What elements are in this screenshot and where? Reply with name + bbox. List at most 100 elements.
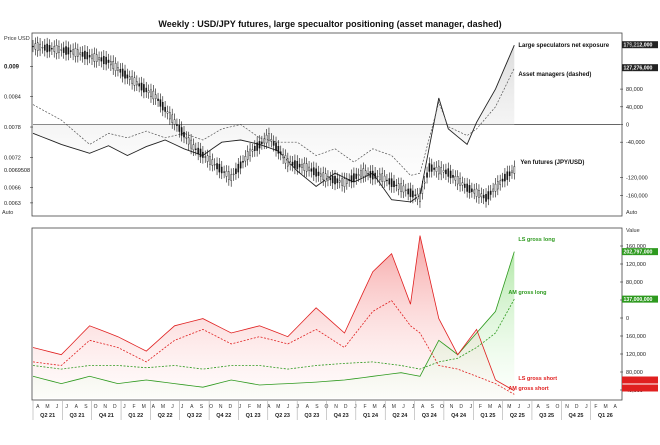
candle-body (466, 183, 468, 192)
candle-body (298, 163, 301, 168)
series-label-asset-managers-dashed: Asset managers (dashed) (518, 72, 591, 78)
candle-body (386, 179, 388, 182)
candle-body (423, 181, 426, 184)
candle-body (235, 168, 237, 175)
right-tick-label: 80,000 (626, 370, 643, 376)
candle-body (39, 43, 41, 51)
candle-body (355, 173, 358, 179)
candle-body (239, 161, 242, 169)
candle-body (81, 51, 84, 57)
candle-body (428, 163, 431, 172)
candle-body (100, 57, 103, 62)
candle-body (315, 168, 317, 177)
right-tick-label: -160,000 (626, 193, 648, 199)
candle-body (93, 53, 96, 62)
month-tick-label: J (527, 404, 530, 410)
candle-body (74, 48, 77, 57)
candle-body (308, 166, 310, 171)
candle-body (34, 43, 37, 50)
candle-body (473, 189, 476, 194)
candle-body (301, 164, 303, 168)
candle-body (440, 167, 442, 175)
yen-futures-candles (32, 36, 516, 208)
quarter-label: Q3 24 (422, 413, 438, 419)
x-axis: AMJJASONDJFMAMJJASONDJFMAMJJASONDJFMAMJJ… (32, 401, 618, 420)
quarter-label: Q3 21 (70, 413, 85, 419)
right-value-badge-text: 202,797,000 (624, 250, 653, 256)
candle-body (364, 170, 367, 176)
candle-body (244, 156, 247, 162)
candle-body (397, 183, 400, 190)
right-tick-label: 0 (626, 123, 629, 129)
right-tick-label: 160,000 (626, 334, 646, 340)
series-line-am-gross-long (32, 298, 515, 370)
month-tick-label: M (45, 404, 49, 410)
month-tick-label: J (585, 404, 588, 410)
month-tick-label: A (190, 404, 194, 410)
candle-body (261, 141, 263, 144)
candle-body (402, 185, 405, 193)
right-value-badge (622, 376, 658, 384)
candle-body (171, 114, 174, 123)
candle-body (494, 183, 497, 192)
candle-body (508, 171, 511, 177)
candle-body (459, 178, 461, 186)
candle-body (253, 146, 256, 151)
candle-body (485, 193, 487, 202)
right-value-badge (622, 64, 658, 72)
month-tick-label: S (200, 404, 204, 410)
quarter-label: Q1 23 (246, 413, 261, 419)
candle-body (232, 173, 235, 176)
candle-body (334, 175, 336, 185)
series-line-am-gross-short (32, 300, 515, 395)
left-current-price: 0.0069508 (4, 168, 30, 174)
candle-body (157, 98, 159, 101)
month-tick-label: M (161, 404, 165, 410)
candle-body (86, 51, 89, 60)
candle-body (55, 45, 58, 54)
month-tick-label: M (373, 404, 377, 410)
candle-body (388, 178, 391, 185)
candle-body (268, 133, 270, 141)
candle-body (379, 173, 381, 181)
quarter-label: Q1 25 (480, 413, 495, 419)
candle-body (140, 82, 143, 91)
month-tick-label: S (546, 404, 550, 410)
series-label-ls-gross-long: LS gross long (518, 237, 555, 243)
candle-body (133, 77, 136, 86)
candle-body (105, 56, 107, 65)
candle-body (487, 191, 490, 200)
candle-body (353, 173, 355, 182)
candle-body (46, 43, 48, 53)
candle-body (374, 172, 376, 179)
candle-body (329, 177, 332, 181)
candle-body (112, 61, 115, 70)
quarter-label: Q1 26 (598, 413, 613, 419)
candle-body (249, 148, 251, 156)
candle-body (154, 94, 157, 99)
candle-body (161, 102, 164, 111)
candle-body (98, 57, 100, 61)
candle-body (237, 163, 240, 173)
candle-body (327, 176, 329, 181)
value-label-bottom: Value (626, 228, 640, 234)
candle-body (190, 139, 192, 149)
candle-body (95, 54, 98, 62)
candle-body (277, 146, 280, 154)
candle-body (287, 158, 289, 167)
candle-body (471, 188, 473, 192)
candle-body (256, 142, 258, 151)
candle-body (223, 171, 225, 173)
candle-body (36, 42, 39, 51)
month-tick-label: M (142, 404, 146, 410)
quarter-label: Q2 24 (392, 413, 408, 419)
candle-body (369, 171, 372, 178)
candle-body (303, 162, 306, 171)
candle-body (159, 99, 162, 107)
month-tick-label: D (344, 404, 348, 410)
month-tick-label: A (614, 404, 618, 410)
quarter-label: Q4 24 (451, 413, 467, 419)
candle-body (169, 112, 171, 120)
bottom-panel-frame (31, 227, 623, 401)
